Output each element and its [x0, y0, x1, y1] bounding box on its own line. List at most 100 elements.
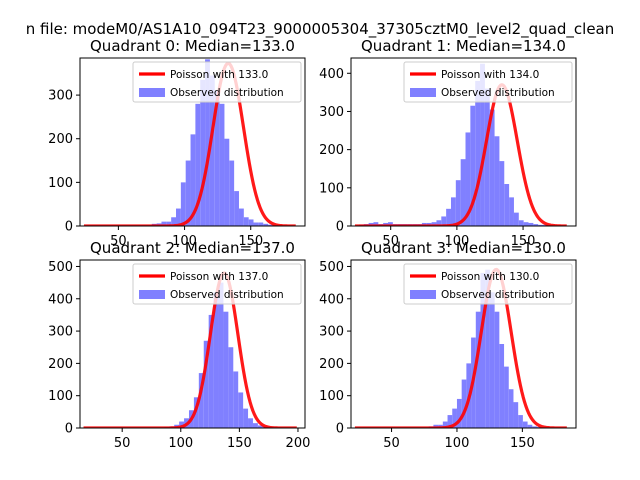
chart-title: Quadrant 0: Median=133.0 — [90, 37, 295, 55]
hist-bar — [480, 272, 486, 428]
y-tick-label: 200 — [48, 132, 73, 147]
hist-bar — [436, 220, 442, 226]
hist-bar — [522, 421, 528, 428]
hist-bar — [441, 216, 447, 226]
hist-bar — [431, 222, 437, 226]
chart-quadrant-0: 50 100 150 0 100 200 300 Quadrant 0: Median=133… — [48, 37, 306, 249]
plot-area — [83, 271, 298, 428]
chart-quadrant-2: 50 100 150 200 0 100 200 300 400 500 Quadrant 2: M… — [48, 239, 310, 451]
x-tick-label: 50 — [114, 436, 131, 451]
legend-observed-label: Observed distribution — [170, 87, 284, 99]
y-tick-label: 0 — [336, 220, 344, 235]
chart-quadrant-1: 50 100 150 0 100 200 300 400 Quadrant 1: Median=… — [319, 37, 577, 249]
x-tick-label: 50 — [110, 234, 127, 249]
hist-bar — [446, 208, 451, 226]
hist-bar — [205, 59, 210, 226]
hist-bar — [203, 340, 209, 428]
legend-box — [132, 263, 302, 305]
chart-title: Quadrant 1: Median=134.0 — [361, 37, 566, 55]
hist-bar — [518, 415, 523, 428]
hist-bar — [198, 373, 204, 428]
x-tick-label: 50 — [382, 234, 399, 249]
y-tick-label: 0 — [65, 422, 73, 437]
x-tick-label: 100 — [445, 436, 470, 451]
hist-bar — [263, 223, 269, 226]
hist-bar — [461, 379, 467, 428]
hist-bar — [504, 184, 510, 226]
hist-bar — [447, 415, 453, 428]
hist-bar — [494, 311, 500, 428]
hist-bar — [485, 269, 490, 428]
hist-bar — [538, 224, 544, 226]
hist-bar — [248, 219, 254, 226]
y-tick-label: 100 — [48, 176, 73, 191]
y-tick-label: 500 — [319, 260, 344, 275]
chart-quadrant-3: 50 100 150 0 100 200 300 400 500 Quadrant 3: Medi… — [319, 239, 577, 451]
y-tick-label: 100 — [319, 181, 344, 196]
hist-bar — [489, 292, 495, 428]
y-tick-label: 100 — [319, 389, 344, 404]
y-tick-label: 300 — [48, 89, 73, 104]
hist-bar — [489, 109, 495, 226]
hist-bar — [253, 222, 259, 226]
hist-bar — [209, 75, 215, 226]
hist-bar — [166, 221, 172, 226]
hist-bar — [243, 408, 249, 428]
hist-bar — [509, 197, 514, 226]
hist-bar — [499, 344, 505, 428]
plot-area — [83, 59, 297, 226]
x-tick-label: 150 — [511, 234, 536, 249]
hist-bar — [508, 389, 514, 428]
x-tick-label: 100 — [444, 234, 469, 249]
hist-bar — [456, 398, 462, 428]
legend-poisson-label: Poisson with 134.0 — [441, 69, 539, 81]
legend-bar-swatch — [410, 88, 436, 97]
axes-frame — [350, 57, 577, 227]
y-tick-label: 100 — [48, 389, 73, 404]
legend-bar-swatch — [139, 290, 165, 299]
hist-bar — [532, 426, 538, 428]
figure-suptitle: n file: modeM0/AS1A10_094T23_9000005304_… — [26, 20, 615, 39]
legend-observed-label: Observed distribution — [441, 87, 555, 99]
hist-bar — [243, 217, 249, 226]
hist-bar — [528, 222, 534, 226]
x-tick-label: 150 — [227, 436, 252, 451]
y-tick-label: 300 — [48, 325, 73, 340]
hist-bar — [219, 103, 225, 226]
hist-bar — [450, 197, 456, 226]
hist-bar — [480, 63, 485, 226]
legend-box — [403, 263, 573, 305]
hist-bar — [176, 208, 181, 226]
hist-bar — [523, 222, 529, 226]
hist-bar — [193, 397, 199, 428]
hist-bar — [208, 314, 214, 428]
plot-area — [354, 63, 568, 226]
x-tick-label: 200 — [286, 436, 311, 451]
hist-bar — [494, 136, 500, 226]
hist-bar — [475, 311, 481, 428]
x-tick-label: 100 — [172, 234, 197, 249]
y-tick-label: 200 — [319, 143, 344, 158]
legend-box — [403, 61, 573, 103]
poisson-line — [83, 271, 298, 428]
hist-bar — [200, 79, 206, 226]
hist-bar — [258, 222, 264, 226]
hist-bar — [543, 224, 548, 226]
chart-title: Quadrant 2: Median=137.0 — [90, 239, 295, 257]
y-tick-label: 400 — [319, 292, 344, 307]
hist-bar — [214, 90, 220, 226]
poisson-line — [354, 267, 568, 428]
hist-bar — [238, 392, 244, 428]
legend-poisson-label: Poisson with 130.0 — [441, 271, 539, 283]
hist-bar — [455, 180, 461, 226]
legend-observed-label: Observed distribution — [170, 289, 284, 301]
hist-bar — [527, 424, 533, 428]
x-tick-label: 100 — [168, 436, 193, 451]
hist-bar — [257, 425, 263, 428]
legend-poisson-label: Poisson with 133.0 — [170, 69, 268, 81]
hist-bar — [470, 105, 476, 226]
legend-poisson-label: Poisson with 137.0 — [170, 271, 268, 283]
hist-bar — [171, 217, 177, 226]
hist-bar — [460, 159, 466, 226]
hist-bar — [475, 80, 481, 226]
